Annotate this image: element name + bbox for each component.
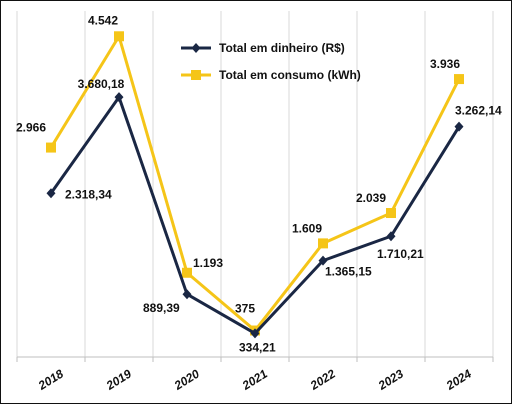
grid-layer — [16, 11, 494, 357]
data-label-dinheiro: 889,39 — [143, 301, 180, 315]
data-label-consumo: 1.193 — [193, 256, 223, 270]
legend-marker-diamond — [191, 43, 201, 53]
data-point-consumo — [114, 31, 124, 42]
data-label-consumo: 2.966 — [16, 121, 46, 135]
data-label-consumo: 2.039 — [356, 191, 386, 205]
data-label-dinheiro: 3.680,18 — [78, 77, 125, 91]
data-label-consumo: 1.609 — [292, 221, 322, 235]
data-point-dinheiro — [114, 92, 124, 103]
series-layer — [46, 31, 464, 339]
x-tick-label: 2020 — [171, 366, 202, 393]
axis-layer — [16, 356, 494, 362]
x-tick-layer: 2018 2019 2020 2021 2022 2023 2024 — [35, 366, 474, 393]
x-tick-label: 2023 — [375, 366, 406, 393]
data-label-dinheiro: 3.262,14 — [455, 104, 502, 118]
data-point-dinheiro — [318, 255, 328, 266]
legend-label: Total em dinheiro (R$) — [219, 41, 345, 55]
data-label-consumo: 3.936 — [430, 57, 460, 71]
data-point-dinheiro — [454, 121, 464, 132]
legend: Total em dinheiro (R$) Total em consumo (… — [181, 41, 361, 82]
data-point-dinheiro — [182, 289, 192, 300]
data-point-consumo — [454, 74, 464, 85]
data-point-consumo — [318, 238, 328, 249]
data-label-dinheiro: 2.318,34 — [65, 187, 112, 201]
data-point-consumo — [46, 142, 56, 153]
data-point-dinheiro — [386, 231, 396, 242]
data-point-dinheiro — [250, 328, 260, 339]
x-tick-label: 2024 — [443, 366, 474, 393]
data-label-consumo: 4.542 — [88, 13, 118, 27]
series-line-dinheiro — [49, 95, 461, 335]
x-tick-label: 2019 — [103, 366, 134, 393]
data-label-dinheiro: 1.710,21 — [377, 247, 424, 261]
legend-marker-square — [191, 70, 201, 80]
x-tick-label: 2022 — [307, 366, 338, 393]
data-point-consumo — [182, 267, 192, 278]
data-label-dinheiro: 334,21 — [239, 340, 276, 354]
x-tick-label: 2021 — [239, 366, 270, 393]
data-label-layer: 2.318,34 3.680,18 889,39 334,21 1.365,15 1.71… — [16, 13, 502, 354]
x-tick-label: 2018 — [35, 366, 66, 393]
data-label-consumo: 375 — [235, 302, 255, 316]
data-label-dinheiro: 1.365,15 — [325, 265, 372, 279]
legend-label: Total em consumo (kWh) — [219, 68, 361, 82]
data-point-consumo — [386, 208, 396, 219]
data-point-dinheiro — [46, 188, 56, 199]
